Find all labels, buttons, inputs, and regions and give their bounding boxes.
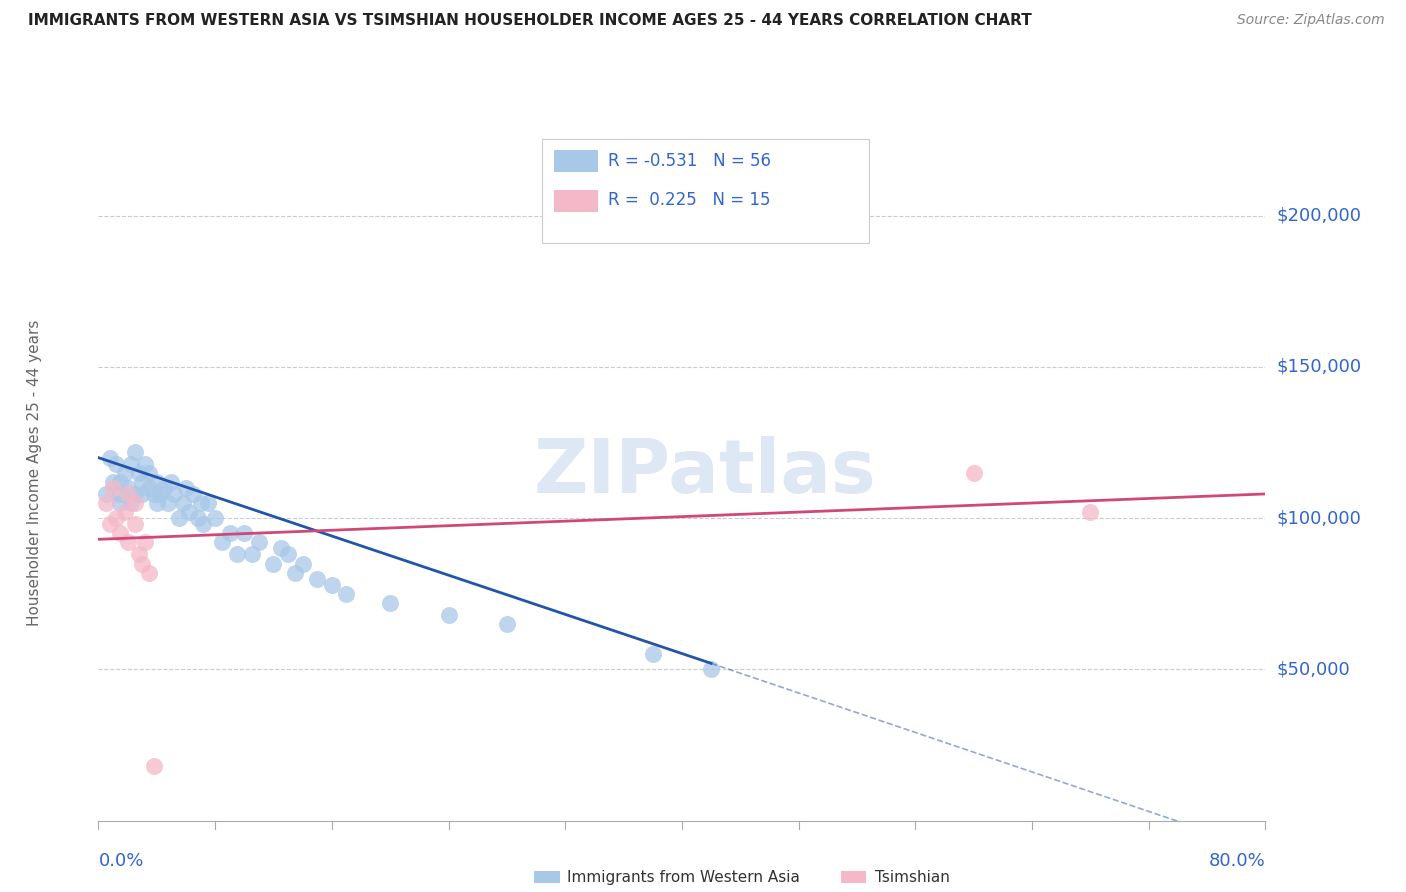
Point <box>177 505 200 519</box>
Point <box>110 526 132 541</box>
Point <box>700 662 723 676</box>
Point <box>124 444 146 458</box>
Point <box>641 647 664 661</box>
Point <box>98 517 121 532</box>
Point <box>104 457 127 471</box>
Text: $200,000: $200,000 <box>1277 207 1361 225</box>
Point <box>101 481 124 495</box>
Point <box>153 481 176 495</box>
FancyBboxPatch shape <box>541 139 869 244</box>
Text: R = -0.531   N = 56: R = -0.531 N = 56 <box>609 152 772 170</box>
Point <box>160 475 183 489</box>
Point <box>204 511 226 525</box>
Point <box>335 587 357 601</box>
Point <box>146 475 169 489</box>
Text: $100,000: $100,000 <box>1277 509 1361 527</box>
Point <box>1080 505 1102 519</box>
Point <box>157 496 180 510</box>
Point <box>101 475 124 489</box>
Text: Immigrants from Western Asia: Immigrants from Western Asia <box>567 870 800 885</box>
Point <box>218 526 240 541</box>
Point <box>117 535 139 549</box>
Point <box>124 487 146 501</box>
Point <box>174 481 197 495</box>
Point <box>94 487 117 501</box>
Text: R =  0.225   N = 15: R = 0.225 N = 15 <box>609 191 770 209</box>
Point <box>307 572 329 586</box>
Point <box>146 496 169 510</box>
Point <box>149 487 172 501</box>
Point <box>277 548 299 562</box>
Point <box>104 511 127 525</box>
Point <box>134 457 156 471</box>
Point <box>284 566 307 580</box>
Text: Source: ZipAtlas.com: Source: ZipAtlas.com <box>1237 13 1385 28</box>
Point <box>190 496 212 510</box>
Point <box>124 496 146 510</box>
Text: $150,000: $150,000 <box>1277 358 1361 376</box>
Point <box>193 517 215 532</box>
Point <box>94 496 117 510</box>
Point <box>378 596 402 610</box>
Point <box>117 487 139 501</box>
Point <box>142 759 165 773</box>
Point <box>138 481 160 495</box>
Point <box>233 526 256 541</box>
Point <box>495 617 517 632</box>
Point <box>114 505 136 519</box>
Point <box>163 487 186 501</box>
Point <box>167 511 190 525</box>
Point <box>172 496 194 510</box>
Point <box>270 541 292 556</box>
Point <box>181 487 204 501</box>
Point <box>120 457 142 471</box>
Point <box>262 557 284 571</box>
Point <box>98 450 121 465</box>
Point <box>128 548 150 562</box>
Text: $50,000: $50,000 <box>1277 660 1350 679</box>
Point <box>124 517 146 532</box>
Point <box>138 566 160 580</box>
Point <box>114 466 136 480</box>
Point <box>962 466 984 480</box>
Point <box>240 548 263 562</box>
Point <box>131 475 153 489</box>
Point <box>226 548 249 562</box>
Point <box>321 577 343 591</box>
Point <box>247 535 270 549</box>
Point <box>117 481 139 495</box>
Point <box>110 475 132 489</box>
Text: 0.0%: 0.0% <box>98 852 143 870</box>
Point <box>291 557 314 571</box>
Point <box>211 535 233 549</box>
Bar <box>554 150 598 172</box>
Point <box>138 466 160 480</box>
Point <box>110 487 132 501</box>
Text: IMMIGRANTS FROM WESTERN ASIA VS TSIMSHIAN HOUSEHOLDER INCOME AGES 25 - 44 YEARS : IMMIGRANTS FROM WESTERN ASIA VS TSIMSHIA… <box>28 13 1032 29</box>
Text: Householder Income Ages 25 - 44 years: Householder Income Ages 25 - 44 years <box>27 319 42 626</box>
Point <box>142 487 165 501</box>
Text: Tsimshian: Tsimshian <box>875 870 949 885</box>
Point <box>187 511 209 525</box>
Bar <box>554 190 598 212</box>
Point <box>197 496 219 510</box>
Point <box>131 557 153 571</box>
Text: ZIPatlas: ZIPatlas <box>534 436 876 509</box>
Point <box>120 496 142 510</box>
Point <box>134 535 156 549</box>
Text: 80.0%: 80.0% <box>1209 852 1265 870</box>
Point <box>110 496 132 510</box>
Point <box>437 607 460 622</box>
Point <box>131 487 153 501</box>
Point <box>128 466 150 480</box>
